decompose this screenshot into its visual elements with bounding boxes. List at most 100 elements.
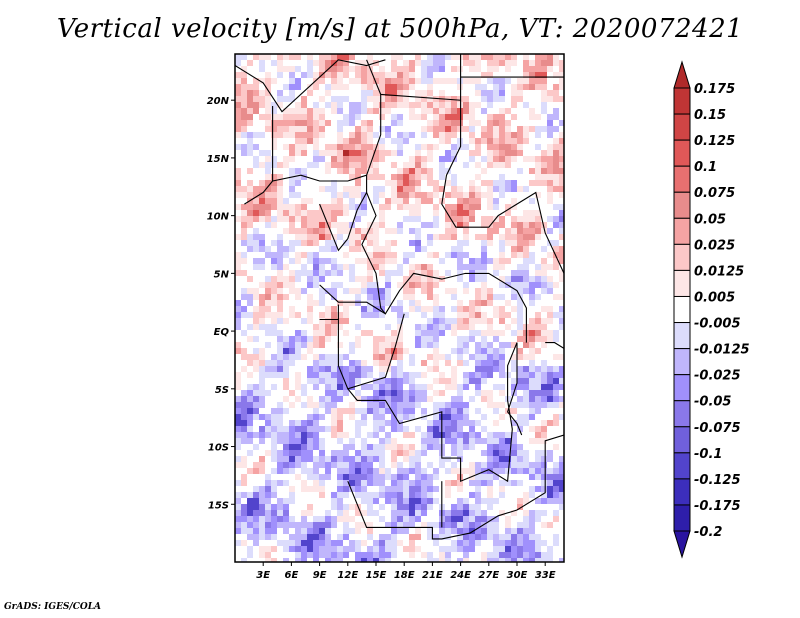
field-cell: [511, 102, 517, 108]
field-cell: [475, 486, 481, 492]
colorbar-label: 0.1: [694, 160, 717, 175]
field-cell: [337, 324, 343, 330]
field-cell: [373, 420, 379, 426]
field-cell: [535, 462, 541, 468]
field-cell: [355, 468, 361, 474]
field-cell: [445, 324, 451, 330]
field-cell: [337, 498, 343, 504]
field-cell: [337, 414, 343, 420]
field-cell: [559, 486, 564, 492]
field-cell: [241, 426, 247, 432]
field-cell: [409, 216, 415, 222]
field-cell: [379, 414, 385, 420]
field-cell: [415, 528, 421, 534]
field-cell: [505, 186, 511, 192]
field-cell: [403, 258, 409, 264]
field-cell: [487, 360, 493, 366]
field-cell: [517, 540, 523, 546]
field-cell: [367, 552, 373, 558]
field-cell: [415, 144, 421, 150]
field-cell: [487, 144, 493, 150]
field-cell: [259, 294, 265, 300]
field-cell: [463, 528, 469, 534]
field-cell: [475, 90, 481, 96]
field-cell: [535, 114, 541, 120]
field-cell: [319, 54, 325, 60]
field-cell: [433, 474, 439, 480]
field-cell: [439, 558, 445, 562]
field-cell: [529, 474, 535, 480]
field-cell: [337, 516, 343, 522]
field-cell: [373, 552, 379, 558]
border-line: [380, 93, 564, 274]
field-cell: [373, 240, 379, 246]
field-cell: [265, 510, 271, 516]
field-cell: [373, 174, 379, 180]
field-cell: [289, 438, 295, 444]
field-cell: [319, 360, 325, 366]
field-cell: [427, 504, 433, 510]
field-cell: [235, 462, 241, 468]
field-cell: [481, 300, 487, 306]
field-cell: [433, 522, 439, 528]
field-cell: [499, 240, 505, 246]
field-cell: [499, 132, 505, 138]
field-cell: [403, 66, 409, 72]
field-cell: [349, 342, 355, 348]
field-cell: [265, 186, 271, 192]
field-cell: [421, 504, 427, 510]
field-cell: [421, 264, 427, 270]
field-cell: [451, 108, 457, 114]
field-cell: [547, 132, 553, 138]
field-cell: [457, 126, 463, 132]
field-cell: [313, 360, 319, 366]
field-cell: [409, 456, 415, 462]
field-cell: [403, 546, 409, 552]
field-cell: [265, 390, 271, 396]
field-cell: [241, 354, 247, 360]
field-cell: [277, 330, 283, 336]
field-cell: [457, 486, 463, 492]
field-cell: [511, 114, 517, 120]
field-cell: [553, 312, 559, 318]
field-cell: [553, 534, 559, 540]
field-cell: [547, 198, 553, 204]
field-cell: [349, 348, 355, 354]
field-cell: [325, 468, 331, 474]
field-cell: [325, 60, 331, 66]
field-cell: [241, 420, 247, 426]
field-cell: [403, 390, 409, 396]
field-cell: [343, 354, 349, 360]
field-cell: [307, 342, 313, 348]
field-cell: [433, 210, 439, 216]
field-cell: [337, 132, 343, 138]
field-cell: [517, 144, 523, 150]
field-cell: [547, 522, 553, 528]
field-cell: [541, 480, 547, 486]
field-cell: [535, 558, 541, 562]
field-cell: [235, 252, 241, 258]
field-cell: [427, 396, 433, 402]
field-cell: [253, 462, 259, 468]
field-cell: [421, 372, 427, 378]
field-cell: [523, 126, 529, 132]
field-cell: [559, 162, 564, 168]
field-cell: [547, 120, 553, 126]
field-cell: [493, 60, 499, 66]
field-cell: [295, 384, 301, 390]
field-cell: [529, 372, 535, 378]
field-cell: [439, 78, 445, 84]
field-cell: [421, 198, 427, 204]
field-cell: [463, 342, 469, 348]
field-cell: [313, 354, 319, 360]
field-cell: [235, 108, 241, 114]
field-cell: [397, 492, 403, 498]
field-cell: [559, 138, 564, 144]
field-cell: [235, 72, 241, 78]
field-cell: [445, 102, 451, 108]
field-cell: [259, 114, 265, 120]
field-cell: [553, 396, 559, 402]
field-cell: [259, 264, 265, 270]
field-cell: [241, 114, 247, 120]
field-cell: [247, 504, 253, 510]
